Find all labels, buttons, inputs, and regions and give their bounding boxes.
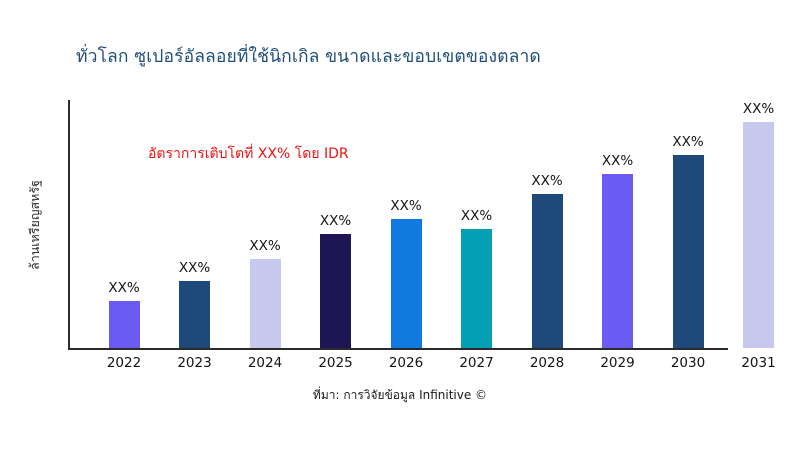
bar-value-label-2023: XX%	[178, 260, 211, 276]
bar-group: XX%	[743, 100, 774, 348]
bar-group: XX%	[179, 100, 210, 348]
bar-group: XX%	[531, 100, 563, 348]
bar-2026[interactable]	[390, 219, 422, 348]
x-tick-2030: 2030	[670, 355, 706, 371]
y-axis-line	[68, 100, 70, 348]
bar-value-label-2025: XX%	[319, 213, 352, 229]
bar-2022[interactable]	[108, 301, 140, 348]
bar-2024[interactable]	[249, 259, 281, 348]
x-tick-2026: 2026	[388, 355, 424, 371]
x-tick-2031: 2031	[741, 355, 776, 371]
bar-2031[interactable]	[743, 122, 774, 348]
x-tick-2022: 2022	[106, 355, 142, 371]
bar-group: XX%	[602, 100, 633, 348]
page-title: ทั่วโลก ซูเปอร์อัลลอยที่ใช้นิกเกิล ขนาดแ…	[76, 47, 541, 67]
bar-value-label-2027: XX%	[460, 208, 493, 224]
bar-group: XX%	[108, 100, 140, 348]
bar-group: XX%	[672, 100, 704, 348]
bar-value-label-2022: XX%	[108, 280, 140, 296]
bar-value-label-2030: XX%	[672, 134, 704, 150]
x-tick-2025: 2025	[318, 355, 353, 371]
bar-2028[interactable]	[531, 194, 563, 348]
bar-group: XX%	[461, 100, 492, 348]
bar-value-label-2024: XX%	[249, 238, 281, 254]
x-tick-2028: 2028	[529, 355, 565, 371]
bar-2030[interactable]	[672, 155, 704, 348]
bar-value-label-2029: XX%	[601, 153, 634, 169]
growth-rate-annotation: อัตราการเติบโตที่ XX% โดย IDR	[148, 146, 349, 162]
source-caption: ที่มา: การวิจัยข้อมูล Infinitive ©	[312, 388, 488, 402]
bar-value-label-2031: XX%	[742, 101, 775, 117]
bar-2025[interactable]	[320, 234, 351, 348]
y-axis-label-container: ล้านเหรียญสหรัฐ	[24, 100, 46, 350]
plot-area	[68, 100, 728, 350]
x-tick-2027: 2027	[459, 355, 494, 371]
bars-container: XX% XX% XX% XX% XX% XX% XX% XX% XX% XX%	[68, 100, 788, 348]
bar-2027[interactable]	[461, 229, 492, 348]
bar-2023[interactable]	[179, 281, 210, 348]
bar-2029[interactable]	[602, 174, 633, 348]
x-tick-2024: 2024	[247, 355, 283, 371]
x-tick-2023: 2023	[177, 355, 212, 371]
y-axis-label: ล้านเหรียญสหรัฐ	[27, 180, 42, 270]
x-axis-tick-labels: 2022 2023 2024 2025 2026 2027 2028 2029 2030 2031	[68, 355, 788, 377]
x-axis-line	[68, 348, 728, 350]
bar-group: XX%	[390, 100, 422, 348]
x-tick-2029: 2029	[600, 355, 635, 371]
bar-value-label-2026: XX%	[390, 198, 422, 214]
bar-value-label-2028: XX%	[531, 173, 563, 189]
bar-group: XX%	[320, 100, 351, 348]
bar-group: XX%	[249, 100, 281, 348]
